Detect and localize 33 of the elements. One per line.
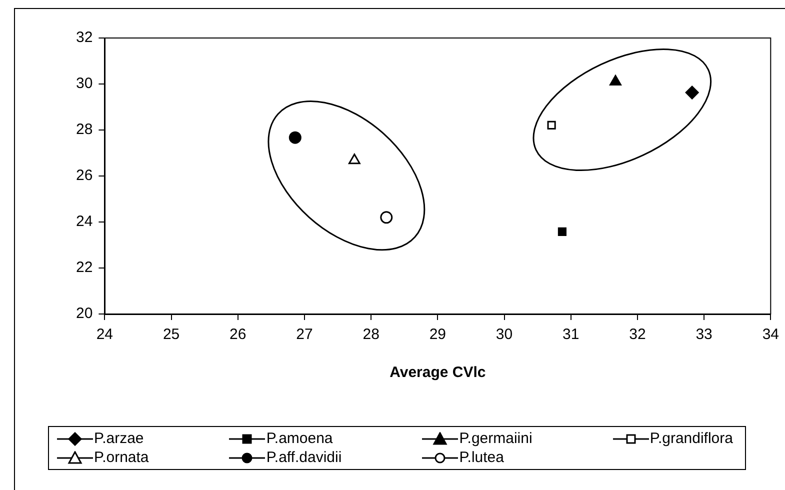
x-tick-label: 26 bbox=[230, 326, 246, 344]
x-tick-label: 24 bbox=[96, 326, 114, 344]
point bbox=[380, 211, 393, 224]
y-tick-label: 32 bbox=[76, 29, 93, 46]
x-tick-label: 28 bbox=[362, 326, 380, 344]
legend-label: P.arzae bbox=[94, 430, 144, 447]
legend-label: P.amoena bbox=[266, 430, 333, 447]
x-tick-label: 31 bbox=[562, 326, 580, 344]
point bbox=[348, 154, 360, 164]
x-tick-label: 33 bbox=[696, 326, 712, 344]
legend-label: P.aff.davidii bbox=[266, 449, 342, 466]
point bbox=[610, 74, 622, 86]
x-tick-label: 32 bbox=[629, 326, 646, 344]
legend-label: P.grandiflora bbox=[650, 430, 733, 447]
y-tick-label: 22 bbox=[76, 259, 93, 276]
point bbox=[558, 227, 566, 236]
point bbox=[685, 86, 699, 100]
legend-label: P.lutea bbox=[459, 449, 504, 466]
x-tick-label: 30 bbox=[496, 326, 513, 344]
y-tick-label: 28 bbox=[76, 121, 93, 138]
point bbox=[547, 120, 556, 130]
legend-label: P.germaiini bbox=[459, 430, 532, 447]
x-tick-label: 25 bbox=[162, 326, 180, 344]
x-tick-label: 27 bbox=[296, 326, 313, 344]
point bbox=[288, 131, 302, 144]
y-tick-label: 20 bbox=[76, 305, 93, 322]
y-tick-label: 24 bbox=[76, 213, 93, 230]
x-tick-label: 34 bbox=[762, 326, 779, 344]
y-tick-label: 26 bbox=[76, 167, 93, 184]
y-tick-label: 30 bbox=[76, 75, 93, 92]
legend-label: P.ornata bbox=[94, 449, 149, 466]
x-tick-label: 29 bbox=[429, 326, 446, 344]
x-axis-title: Average CVlc bbox=[390, 364, 486, 382]
